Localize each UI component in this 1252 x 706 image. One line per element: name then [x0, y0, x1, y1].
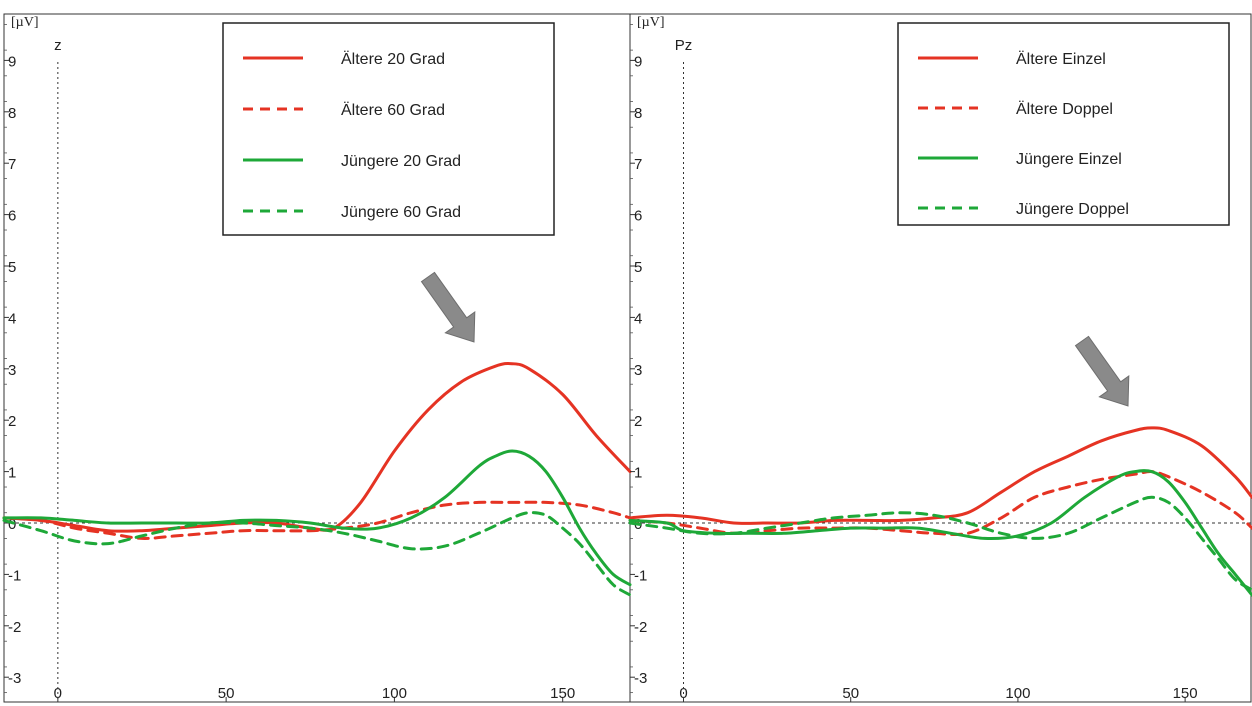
y-tick-label: 8: [8, 105, 16, 122]
y-tick-label: 5: [634, 259, 642, 276]
x-tick-label: 100: [382, 685, 407, 702]
channel-label: z: [54, 37, 62, 54]
y-tick-label: -3: [8, 670, 21, 687]
y-tick-label: 7: [634, 156, 642, 173]
series-line-3: [628, 469, 1252, 597]
legend-label: Ältere Doppel: [1016, 100, 1113, 118]
channel-label: Pz: [675, 37, 693, 54]
y-tick-label: -2: [8, 619, 21, 636]
y-tick-label: 9: [8, 53, 16, 70]
x-tick-label: 50: [842, 685, 859, 702]
legend-label: Jüngere 60 Grad: [341, 204, 461, 221]
series-line-4: [2, 511, 632, 597]
y-tick-label: 6: [634, 208, 642, 225]
y-tick-label: 9: [634, 53, 642, 70]
y-tick-label: 4: [8, 310, 16, 327]
y-tick-label: 3: [634, 362, 642, 379]
legend: Ältere 20 Grad Ältere 60 Grad Jüngere 20 G…: [222, 22, 555, 236]
y-tick-label: 2: [8, 413, 16, 430]
y-tick-label: 2: [634, 413, 642, 430]
x-tick-label: 50: [218, 685, 235, 702]
figure-frame: [3, 13, 1252, 703]
y-unit-label: [µV]: [11, 15, 39, 30]
series-line-1: [628, 426, 1252, 525]
x-tick-label: 150: [550, 685, 575, 702]
legend-label: Jüngere Einzel: [1016, 151, 1122, 168]
y-tick-label: -2: [634, 619, 647, 636]
y-tick-label: -3: [634, 670, 647, 687]
annotation-arrow: [420, 271, 476, 343]
y-tick-label: -1: [634, 567, 647, 584]
y-tick-label: -1: [8, 567, 21, 584]
x-tick-label: 150: [1173, 685, 1198, 702]
y-tick-label: 1: [634, 465, 642, 482]
x-tick-label: 100: [1005, 685, 1030, 702]
y-tick-label: 0: [8, 516, 16, 533]
series-line-3: [2, 449, 632, 587]
y-tick-label: 4: [634, 310, 642, 327]
legend-label: Ältere 60 Grad: [341, 101, 445, 119]
legend-label: Jüngere 20 Grad: [341, 153, 461, 170]
series-line-4: [628, 495, 1252, 592]
annotation-arrow: [1074, 335, 1130, 407]
legend: Ältere Einzel Ältere Doppel Jüngere Einzel…: [897, 22, 1230, 226]
y-tick-label: 3: [8, 362, 16, 379]
legend-label: Ältere 20 Grad: [341, 50, 445, 68]
y-tick-label: 7: [8, 156, 16, 173]
series-line-2: [628, 470, 1252, 537]
y-tick-label: 1: [8, 465, 16, 482]
legend-label: Ältere Einzel: [1016, 50, 1106, 68]
y-unit-label: [µV]: [637, 15, 665, 30]
legend-label: Jüngere Doppel: [1016, 201, 1129, 218]
y-tick-label: 6: [8, 208, 16, 225]
y-tick-label: 8: [634, 105, 642, 122]
y-tick-label: 5: [8, 259, 16, 276]
